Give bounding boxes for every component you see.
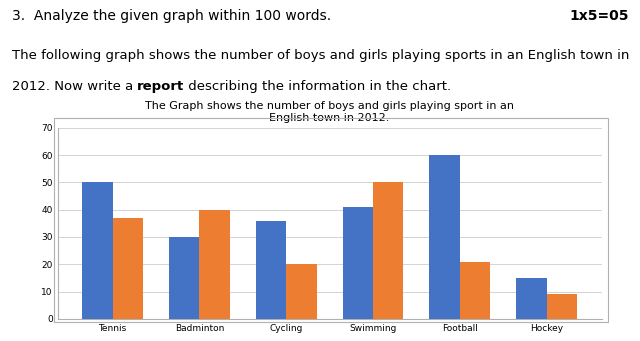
Bar (286, 264, 317, 319)
Text: describing the information in the chart.: describing the information in the chart. (184, 80, 451, 93)
Text: report: report (137, 80, 184, 93)
Text: 1x5=05: 1x5=05 (569, 9, 628, 23)
Bar (373, 182, 403, 319)
Bar (169, 237, 200, 319)
Text: 2012. Now write a: 2012. Now write a (12, 80, 137, 93)
Bar (113, 218, 143, 319)
Bar (256, 221, 286, 319)
Text: The following graph shows the number of boys and girls playing sports in an Engl: The following graph shows the number of … (12, 49, 629, 62)
Bar (516, 278, 547, 319)
Title: The Graph shows the number of boys and girls playing sport in an
English town in: The Graph shows the number of boys and g… (145, 101, 514, 123)
Text: 3.  Analyze the given graph within 100 words.: 3. Analyze the given graph within 100 wo… (12, 9, 331, 23)
Bar (342, 207, 373, 319)
Bar (547, 294, 577, 319)
Bar (83, 182, 113, 319)
Bar (429, 155, 460, 319)
Bar (460, 262, 490, 319)
Bar (200, 210, 230, 319)
